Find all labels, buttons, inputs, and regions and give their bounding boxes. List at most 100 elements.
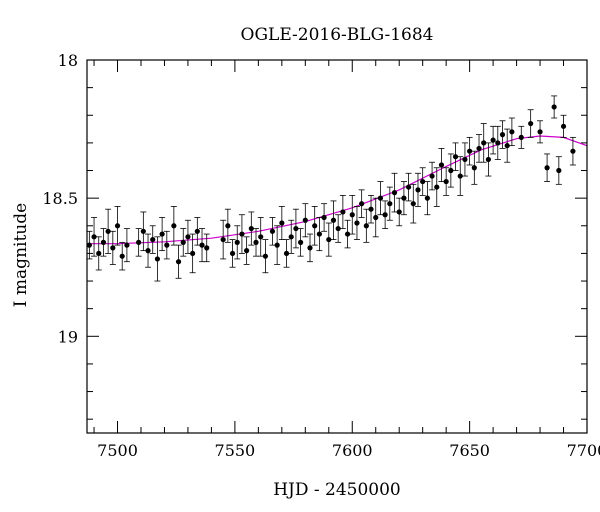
point-marker: [96, 250, 102, 257]
x-tick-label: 7550: [215, 441, 256, 460]
point-marker: [258, 234, 264, 240]
point-marker: [537, 129, 543, 135]
point-marker: [145, 248, 151, 254]
data-point: [140, 211, 147, 252]
point-marker: [359, 201, 365, 207]
data-point: [316, 217, 323, 252]
point-marker: [401, 195, 407, 201]
point-marker: [349, 212, 355, 218]
data-point: [180, 228, 187, 257]
data-point: [229, 239, 236, 268]
data-point: [330, 200, 337, 240]
data-point: [349, 194, 356, 235]
point-marker: [415, 187, 421, 193]
point-marker: [204, 245, 210, 251]
point-marker: [234, 239, 240, 245]
data-point: [159, 217, 166, 252]
data-point: [499, 120, 506, 149]
data-point: [238, 214, 245, 254]
data-point: [325, 222, 332, 257]
point-marker: [326, 236, 332, 243]
point-marker: [274, 242, 280, 248]
point-marker: [363, 223, 369, 229]
point-marker: [307, 245, 313, 251]
data-point: [123, 228, 130, 263]
data-points-layer: [86, 95, 576, 282]
point-marker: [373, 214, 379, 221]
data-point: [274, 225, 281, 265]
point-marker: [105, 228, 111, 234]
point-marker: [283, 250, 290, 257]
point-marker: [239, 231, 245, 237]
data-point: [302, 203, 309, 238]
x-tick-label: 7700: [567, 441, 600, 460]
point-marker: [190, 250, 196, 257]
point-marker: [405, 184, 412, 190]
data-point: [91, 217, 98, 257]
y-tick-label: 18: [58, 51, 78, 70]
point-marker: [490, 137, 496, 143]
point-marker: [485, 156, 492, 163]
point-marker: [340, 209, 346, 215]
axis-ticks: 7500 7550 7600 7650 7700 18 18.5 19: [42, 51, 600, 460]
point-marker: [544, 165, 550, 171]
data-point: [386, 186, 393, 221]
data-point: [105, 208, 112, 254]
x-tick-label: 7650: [449, 441, 490, 460]
point-marker: [429, 173, 435, 179]
data-point: [424, 181, 431, 216]
data-point: [243, 236, 250, 265]
point-marker: [420, 178, 426, 185]
point-marker: [225, 223, 231, 229]
data-point: [339, 194, 346, 229]
point-marker: [154, 256, 161, 262]
point-marker: [194, 228, 200, 234]
point-marker: [452, 154, 459, 160]
data-point: [135, 228, 142, 257]
point-marker: [570, 148, 576, 154]
data-point: [292, 208, 299, 249]
point-marker: [382, 212, 388, 218]
data-point: [410, 183, 417, 224]
data-point: [119, 241, 126, 271]
data-point: [109, 230, 116, 265]
point-marker: [150, 236, 156, 243]
data-point: [86, 230, 93, 260]
point-marker: [330, 217, 337, 223]
data-point: [419, 167, 426, 196]
point-marker: [110, 245, 116, 251]
data-point: [114, 206, 121, 246]
point-marker: [551, 104, 557, 110]
point-marker: [443, 178, 449, 185]
data-point: [189, 233, 196, 274]
data-point: [184, 219, 191, 254]
data-point: [438, 148, 445, 182]
point-marker: [476, 145, 482, 152]
data-point: [382, 200, 389, 229]
data-point: [452, 142, 459, 171]
data-point: [253, 228, 260, 257]
data-point: [248, 211, 255, 246]
data-point: [508, 117, 515, 147]
point-marker: [302, 217, 308, 223]
data-point: [405, 172, 412, 202]
point-marker: [199, 242, 205, 248]
point-marker: [556, 167, 562, 174]
y-tick-label: 19: [58, 327, 78, 346]
data-point: [391, 172, 398, 213]
chart-title: OGLE-2016-BLG-1684: [241, 25, 434, 45]
data-point: [321, 203, 328, 232]
data-point: [283, 239, 290, 268]
point-marker: [262, 253, 269, 259]
point-marker: [316, 231, 322, 237]
point-marker: [335, 225, 341, 232]
data-point: [485, 142, 492, 177]
data-point: [145, 233, 152, 268]
data-point: [447, 153, 454, 188]
point-marker: [171, 223, 177, 229]
point-marker: [159, 231, 165, 237]
point-marker: [377, 195, 384, 201]
x-tick-label: 7500: [97, 441, 138, 460]
data-point: [175, 244, 182, 279]
point-marker: [368, 206, 374, 212]
